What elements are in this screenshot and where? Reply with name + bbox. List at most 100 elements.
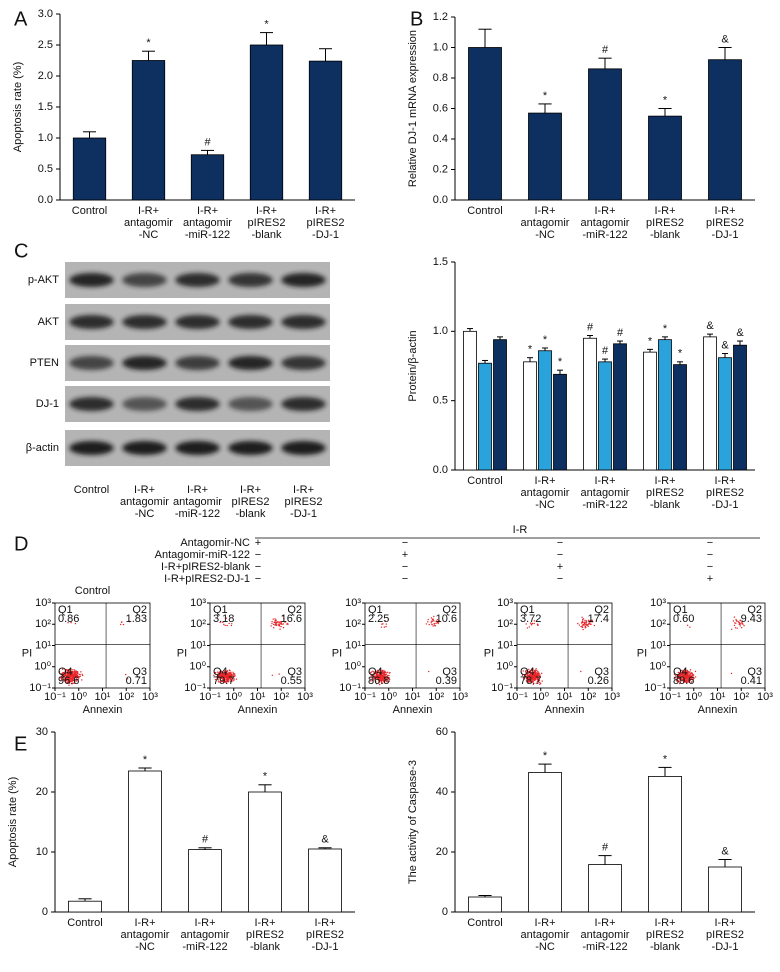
event-dot xyxy=(216,676,219,679)
event-dot xyxy=(584,627,586,629)
bar xyxy=(648,776,682,913)
event-dot xyxy=(233,675,235,678)
panel-label: C xyxy=(14,240,28,262)
y-tick-label: 1.0 xyxy=(38,132,53,144)
x-tick-label: I-R+ pIRES2 -blank xyxy=(646,205,684,241)
quadrant-name: Q3 xyxy=(132,666,147,678)
quadrant-name: Q1 xyxy=(58,604,73,616)
event-dot xyxy=(71,670,73,673)
event-dot xyxy=(222,677,225,680)
quadrant-value: 79.7 xyxy=(213,675,234,687)
event-dot xyxy=(532,672,535,675)
event-dot xyxy=(232,671,234,674)
x-tick-label: 10² xyxy=(733,691,749,703)
event-dot xyxy=(66,682,69,684)
event-dot xyxy=(72,671,74,673)
event-dot xyxy=(230,671,232,674)
event-dot xyxy=(683,670,686,672)
event-dot xyxy=(583,624,585,626)
blot-band xyxy=(281,315,326,329)
event-dot xyxy=(689,626,691,628)
significance-mark: * xyxy=(143,754,148,766)
event-dot xyxy=(525,670,527,672)
event-dot xyxy=(686,672,688,674)
event-dot xyxy=(539,682,542,685)
treatment-label: Antagomir-miR-122 xyxy=(155,549,250,561)
event-dot xyxy=(385,673,388,675)
event-dot xyxy=(379,676,381,679)
x-tick-label: 10¹ xyxy=(250,691,266,703)
event-dot xyxy=(225,682,227,684)
blot-row-label: β-actin xyxy=(26,442,59,454)
quadrant-value: 0.41 xyxy=(741,675,762,687)
event-dot xyxy=(580,670,582,673)
x-tick-label: I-R+ pIRES2 -DJ-1 xyxy=(706,917,744,953)
x-tick-label: I-R+ pIRES2 -blank xyxy=(232,484,270,520)
event-dot xyxy=(678,677,680,679)
bar xyxy=(528,112,562,201)
event-dot xyxy=(681,669,683,671)
event-dot xyxy=(221,677,223,680)
event-dot xyxy=(583,622,586,625)
event-dot xyxy=(75,673,78,675)
x-tick-label: I-R+ pIRES2 -blank xyxy=(246,917,284,953)
event-dot xyxy=(224,681,226,683)
blot-band xyxy=(175,315,220,329)
event-dot xyxy=(282,626,285,629)
x-tick-label: I-R+ pIRES2 -DJ-1 xyxy=(706,475,744,511)
event-dot xyxy=(232,677,234,680)
significance-mark: # xyxy=(602,345,609,357)
x-tick-label: I-R+ pIRES2 -DJ-1 xyxy=(307,205,345,241)
event-dot xyxy=(374,678,376,680)
y-tick-label: 10³ xyxy=(497,597,513,609)
event-dot xyxy=(70,672,73,674)
quadrant-value: 1.83 xyxy=(126,613,147,625)
event-dot xyxy=(385,671,387,674)
event-dot xyxy=(378,680,380,682)
quadrant-value: 78.7 xyxy=(520,675,541,687)
event-dot xyxy=(388,678,391,681)
panel-label: A xyxy=(14,8,28,30)
event-dot xyxy=(58,671,61,673)
event-dot xyxy=(227,677,229,679)
event-dot xyxy=(270,625,272,627)
event-dot xyxy=(231,673,233,676)
event-dot xyxy=(71,682,73,685)
event-dot xyxy=(232,680,234,682)
x-tick-label: Control xyxy=(67,917,102,929)
x-tick-label: I-R+ antagomir -NC xyxy=(120,484,169,520)
x-tick-label: I-R+ antagomir -NC xyxy=(521,205,570,241)
event-dot xyxy=(538,676,540,678)
event-dot xyxy=(387,674,389,677)
event-dot xyxy=(121,621,123,623)
event-dot xyxy=(383,626,386,628)
significance-mark: # xyxy=(617,327,624,339)
event-dot xyxy=(75,678,78,680)
event-dot xyxy=(536,624,539,626)
x-tick-label: I-R+ pIRES2 -blank xyxy=(646,475,684,511)
y-tick-label: 1.2 xyxy=(433,11,448,23)
event-dot xyxy=(68,670,70,672)
event-dot xyxy=(65,676,67,679)
event-dot xyxy=(229,678,232,680)
event-dot xyxy=(679,677,681,679)
event-dot xyxy=(529,622,532,624)
event-dot xyxy=(541,680,543,682)
event-dot xyxy=(687,674,689,676)
bar xyxy=(523,361,537,471)
event-dot xyxy=(60,675,63,678)
treatment-mark: − xyxy=(402,561,408,573)
y-tick-label: 10³ xyxy=(35,597,51,609)
event-dot xyxy=(431,620,434,622)
event-dot xyxy=(221,680,223,682)
event-dot xyxy=(377,671,379,674)
event-dot xyxy=(684,681,687,683)
event-dot xyxy=(687,676,690,678)
event-dot xyxy=(233,678,235,680)
event-dot xyxy=(229,669,231,672)
blot-band xyxy=(69,315,114,329)
event-dot xyxy=(377,675,380,678)
event-dot xyxy=(437,621,439,624)
event-dot xyxy=(535,674,537,676)
